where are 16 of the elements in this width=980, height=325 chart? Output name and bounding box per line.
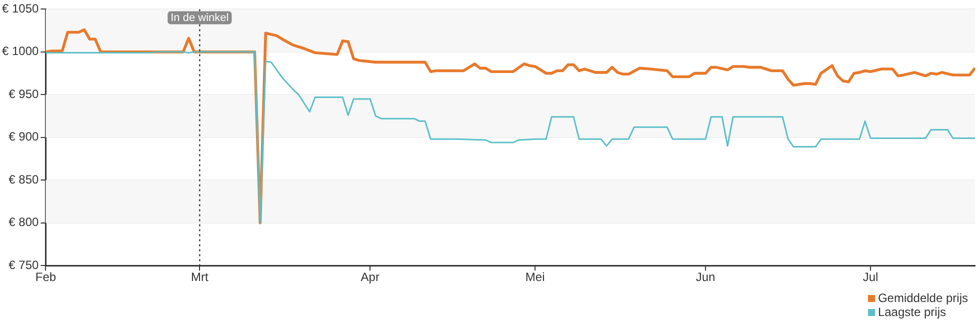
legend-label: Gemiddelde prijs <box>876 291 968 305</box>
y-tick-label: € 900 <box>8 130 40 144</box>
x-tick-label: Feb <box>35 270 56 284</box>
x-tick-label: Jul <box>862 270 878 284</box>
ref-line-label: In de winkel <box>170 12 229 24</box>
x-tick-label: Apr <box>360 270 380 284</box>
y-tick-label: € 800 <box>8 215 40 230</box>
y-tick-label: € 850 <box>8 172 40 186</box>
y-tick-label: € 950 <box>8 86 40 101</box>
y-tick-label: € 1050 <box>2 2 40 16</box>
y-tick-label: € 1000 <box>2 44 40 58</box>
x-tick-label: Mrt <box>191 270 209 284</box>
legend-label: Laagste prijs <box>876 305 947 319</box>
x-tick-label: Mei <box>525 270 545 284</box>
y-tick-label: € 750 <box>8 258 40 272</box>
x-tick-label: Jun <box>696 270 716 284</box>
